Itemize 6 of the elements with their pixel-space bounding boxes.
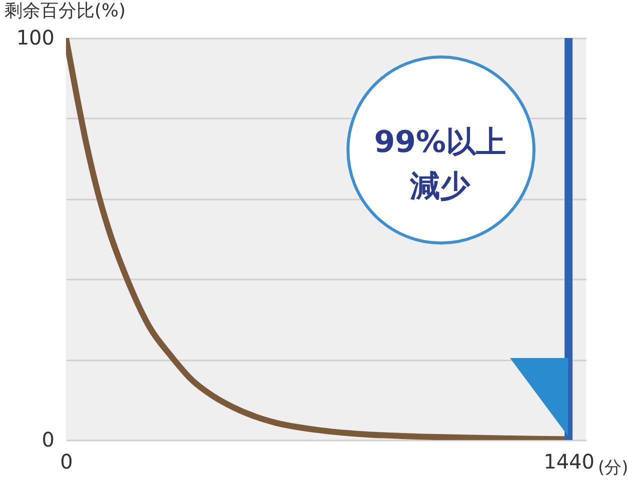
annotation: 減少 bbox=[408, 168, 472, 206]
annotation: 99%以上 bbox=[373, 124, 507, 162]
x-axis-title: (分) bbox=[598, 457, 628, 479]
y-axis-title: 剩余百分比(%) bbox=[4, 0, 126, 22]
x-tick-label: 1440 bbox=[544, 450, 595, 474]
y-tick-label: 100 bbox=[16, 26, 54, 50]
